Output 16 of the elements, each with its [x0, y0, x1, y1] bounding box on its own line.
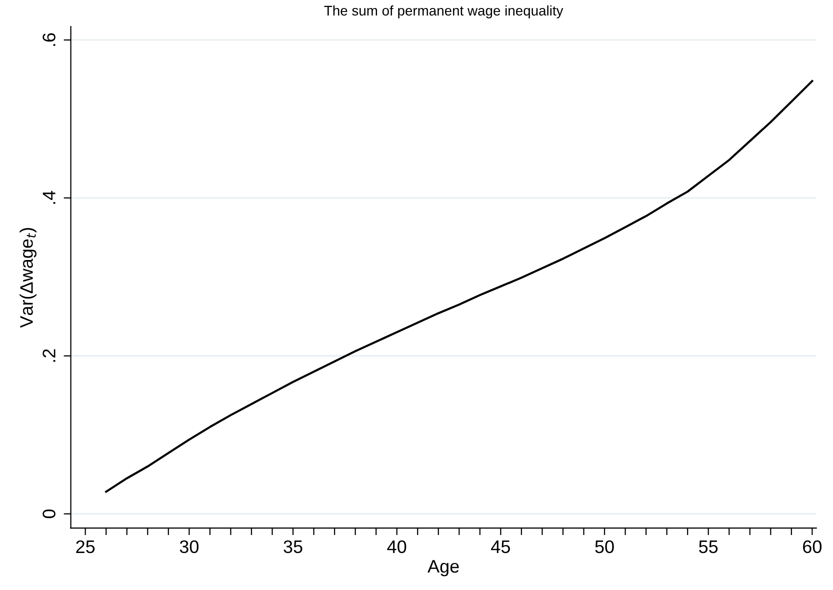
x-tick-label: 45 — [491, 540, 510, 554]
x-tick-label: 40 — [387, 540, 406, 554]
x-tick-label: 35 — [284, 540, 302, 554]
x-axis-title: Age — [428, 560, 459, 576]
x-tick-label: 55 — [699, 540, 718, 554]
y-tick-label: .4 — [42, 190, 56, 204]
x-tick-label: 30 — [180, 540, 199, 554]
x-tick-label: 25 — [76, 540, 95, 554]
line-series — [105, 80, 814, 493]
y-axis-title: Var(Δwage$_{t}$) — [20, 228, 36, 328]
chart-title: The sum of permanent wage inequality — [324, 5, 564, 18]
y-tick-label: 0 — [42, 510, 56, 518]
y-tick-label: .2 — [42, 349, 56, 362]
y-tick-label: .6 — [42, 33, 56, 46]
x-tick-label: 50 — [595, 540, 614, 554]
x-tick-label: 60 — [803, 540, 822, 554]
